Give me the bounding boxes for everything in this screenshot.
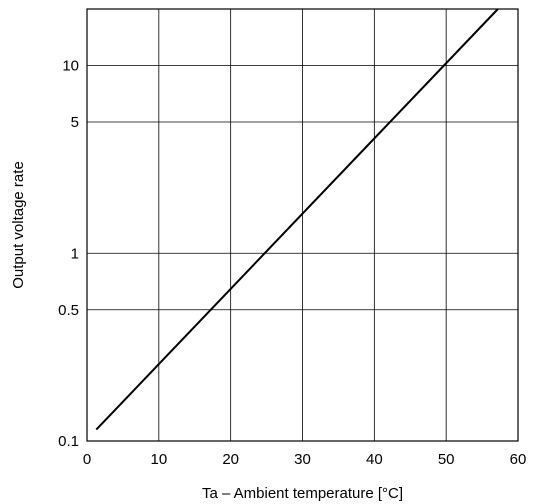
y-tick-label: 0.5 [58, 302, 79, 319]
x-tick-label: 60 [510, 451, 527, 468]
x-tick-labels: 0 10 20 30 40 50 60 [83, 451, 527, 468]
y-tick-label: 0.1 [58, 433, 79, 450]
x-tick-label: 10 [150, 451, 167, 468]
y-tick-label: 10 [62, 58, 79, 75]
x-tick-label: 50 [438, 451, 455, 468]
series-layer [95, 8, 499, 431]
x-tick-label: 30 [294, 451, 311, 468]
x-tick-label: 20 [222, 451, 239, 468]
plot-frame [86, 8, 519, 442]
x-tick-label: 0 [83, 451, 91, 468]
y-axis-label: Output voltage rate [10, 161, 27, 289]
y-tick-labels: 0.1 0.5 1 5 10 [58, 58, 79, 450]
series-line [95, 8, 499, 431]
grid-vertical-lines [86, 9, 519, 441]
x-axis-label: Ta – Ambient temperature [°C] [202, 485, 403, 502]
y-tick-label: 1 [71, 245, 79, 262]
x-tick-label: 40 [366, 451, 383, 468]
y-tick-label: 5 [71, 114, 79, 131]
grid-horizontal-lines [87, 65, 518, 442]
